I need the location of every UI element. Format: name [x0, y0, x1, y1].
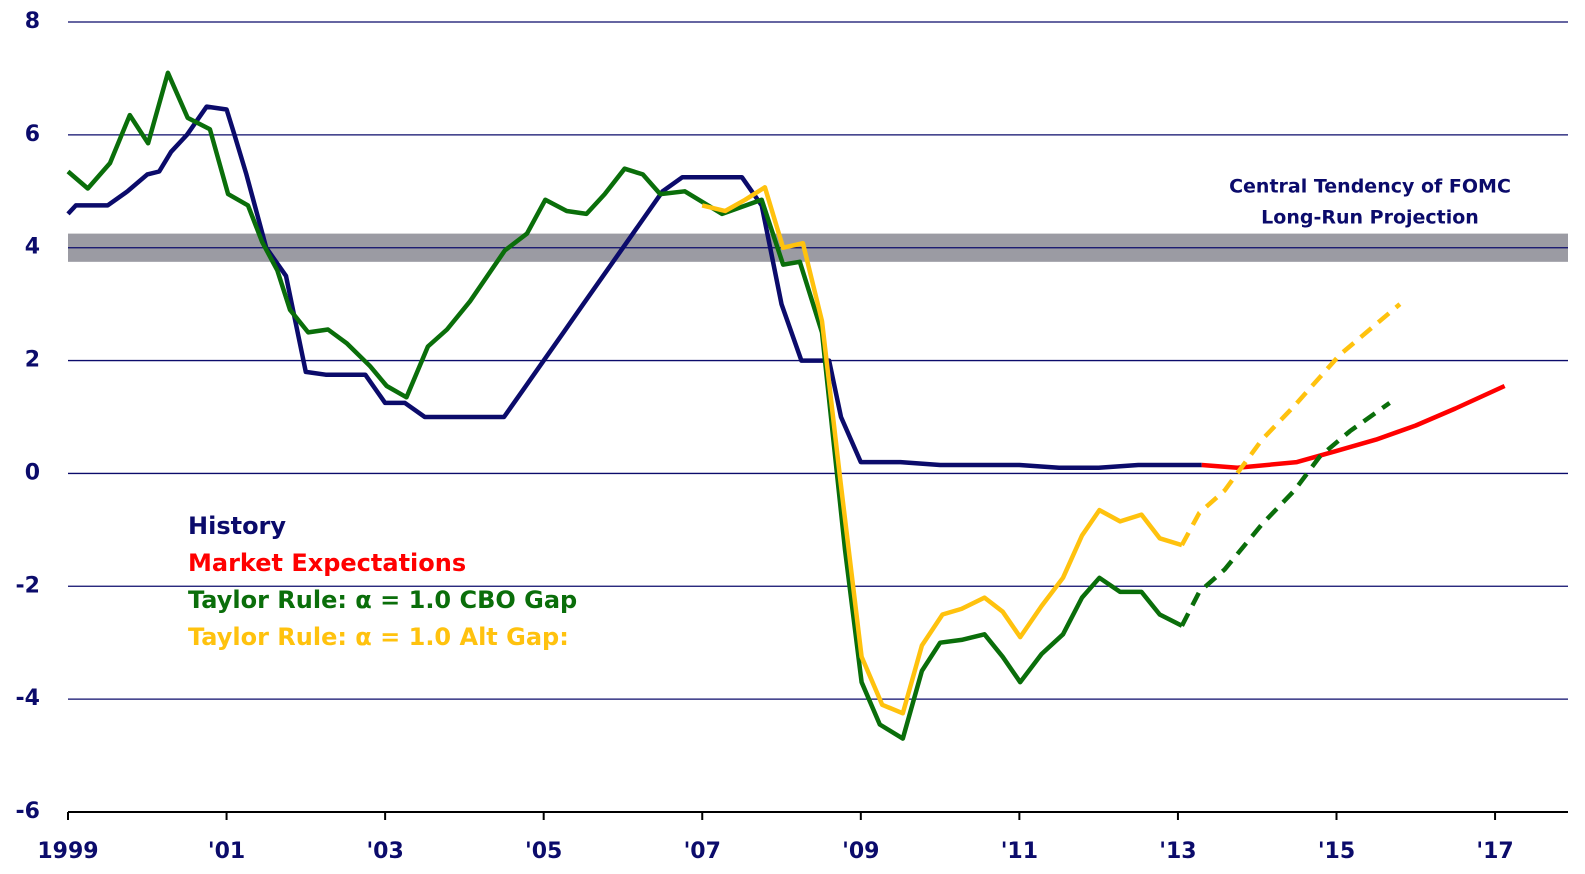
y-tick-label: 6	[25, 122, 40, 147]
legend-entry: History	[188, 512, 286, 540]
x-tick-label: '11	[1001, 839, 1038, 864]
x-tick-label: 1999	[37, 839, 98, 864]
y-tick-label: 0	[25, 460, 40, 485]
series-line	[66, 70, 1183, 741]
band-annotation: Central Tendency of FOMC	[1229, 176, 1511, 198]
y-tick-label: -2	[16, 573, 40, 598]
x-tick-label: '03	[366, 839, 403, 864]
legend-entry: Taylor Rule: α = 1.0 CBO Gap	[188, 586, 577, 614]
x-tick-label: '15	[1318, 839, 1355, 864]
x-tick-label: '09	[842, 839, 879, 864]
legend-entry: Market Expectations	[188, 549, 466, 577]
series-line	[1201, 383, 1506, 471]
series-line	[701, 185, 1183, 716]
y-tick-label: 2	[25, 348, 40, 373]
y-tick-label: -6	[16, 799, 40, 824]
band-annotation: Long-Run Projection	[1261, 207, 1479, 229]
legend-entry: Taylor Rule: α = 1.0 Alt Gap:	[188, 623, 569, 651]
series-line-projection	[1179, 302, 1402, 547]
x-tick-label: '07	[684, 839, 721, 864]
x-tick-label: '13	[1159, 839, 1196, 864]
y-tick-label: 8	[25, 9, 40, 34]
x-tick-label: '01	[208, 839, 245, 864]
series-line-projection	[1179, 401, 1391, 627]
x-tick-label: '05	[525, 839, 562, 864]
y-tick-label: 4	[25, 235, 40, 260]
x-tick-label: '17	[1476, 839, 1513, 864]
y-tick-label: -4	[16, 686, 40, 711]
series-line	[66, 104, 1202, 471]
